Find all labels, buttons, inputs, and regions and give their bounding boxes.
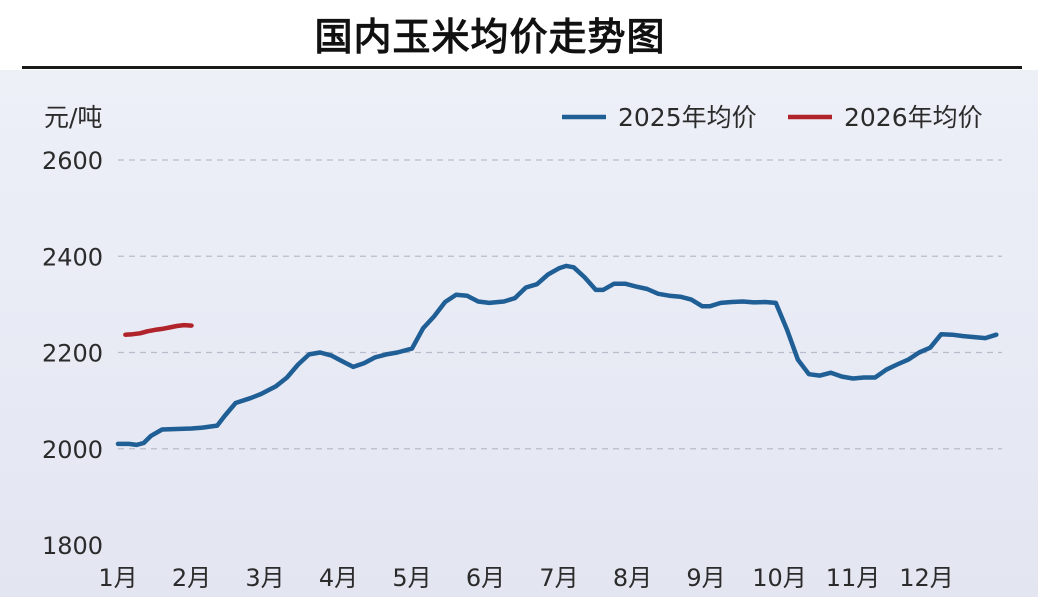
y-tick-label: 2400 bbox=[42, 243, 103, 271]
legend: 2025年均价 2026年均价 bbox=[562, 103, 983, 132]
x-tick-label: 6月 bbox=[466, 564, 505, 592]
x-tick-label: 4月 bbox=[319, 564, 358, 592]
title-rule bbox=[22, 66, 1022, 69]
series-line bbox=[123, 322, 194, 337]
y-tick-label: 1800 bbox=[42, 532, 103, 560]
x-tick-labels: 1月 2月 3月 4月 5月 6月 7月 8月 9月 10月 11月 12月 bbox=[98, 564, 953, 592]
grid-lines bbox=[118, 159, 1002, 450]
legend-label: 2026年均价 bbox=[844, 103, 983, 132]
y-axis-label: 元/吨 bbox=[44, 103, 102, 132]
x-tick-label: 5月 bbox=[392, 564, 431, 592]
series-line bbox=[115, 263, 999, 448]
x-tick-label: 9月 bbox=[686, 564, 725, 592]
chart-title: 国内玉米均价走势图 bbox=[314, 15, 666, 59]
title-bar: 国内玉米均价走势图 bbox=[0, 0, 1038, 66]
y-tick-label: 2000 bbox=[42, 436, 103, 464]
x-tick-label: 7月 bbox=[539, 564, 578, 592]
x-tick-label: 3月 bbox=[245, 564, 284, 592]
x-tick-label: 1月 bbox=[98, 564, 137, 592]
series-lines bbox=[115, 263, 999, 448]
x-tick-label: 8月 bbox=[613, 564, 652, 592]
y-tick-label: 2600 bbox=[42, 147, 103, 175]
x-tick-label: 12月 bbox=[899, 564, 954, 592]
x-tick-label: 10月 bbox=[752, 564, 807, 592]
x-tick-label: 2月 bbox=[172, 564, 211, 592]
legend-label: 2025年均价 bbox=[618, 103, 757, 132]
y-tick-labels: 1800 2000 2200 2400 2600 bbox=[42, 147, 103, 560]
y-tick-label: 2200 bbox=[42, 340, 103, 368]
plot-background bbox=[0, 70, 1038, 597]
x-tick-label: 11月 bbox=[826, 564, 881, 592]
